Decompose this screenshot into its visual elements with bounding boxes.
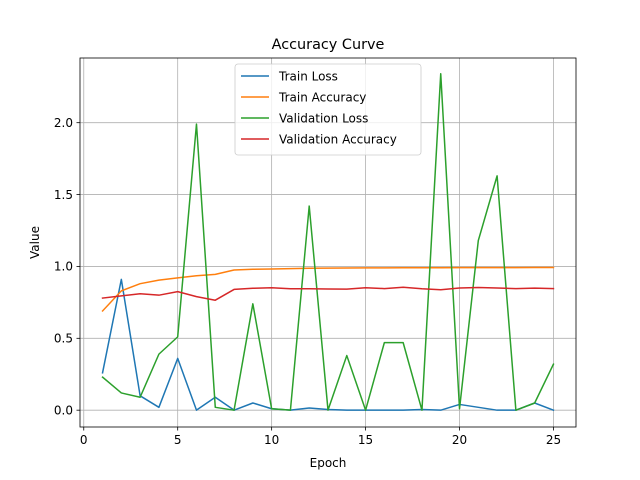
- y-tick-label: 0.0: [54, 403, 73, 417]
- y-tick-label: 1.0: [54, 260, 73, 274]
- series-line-train-accuracy: [101, 266, 555, 313]
- legend-label: Validation Accuracy: [279, 132, 397, 146]
- legend: Train Loss Train Accuracy Validation Loss V…: [234, 63, 422, 156]
- x-tick-label: 15: [358, 433, 373, 447]
- x-tick-label: 20: [452, 433, 467, 447]
- x-tick-label: 10: [264, 433, 279, 447]
- y-axis-label: Value: [28, 226, 42, 259]
- y-tick-label: 2.0: [54, 116, 73, 130]
- y-tick-label: 1.5: [54, 188, 73, 202]
- chart-title: Accuracy Curve: [272, 37, 385, 53]
- y-axis-ticks: 0.0 0.5 1.0 1.5 2.0: [54, 116, 80, 417]
- x-tick-label: 5: [174, 433, 182, 447]
- legend-box: [234, 63, 422, 156]
- series-line-validation-accuracy: [101, 286, 555, 301]
- x-tick-label: 25: [546, 433, 561, 447]
- series-group: [101, 73, 555, 412]
- legend-label: Train Accuracy: [278, 90, 366, 104]
- legend-label: Validation Loss: [279, 111, 368, 125]
- x-tick-label: 0: [80, 433, 88, 447]
- axes-frame: [79, 57, 577, 428]
- legend-label: Train Loss: [278, 69, 338, 83]
- x-axis-ticks: 0 5 10 15 20 25: [80, 427, 561, 447]
- y-tick-label: 0.5: [54, 332, 73, 346]
- series-line-validation-loss: [101, 73, 555, 411]
- x-axis-label: Epoch: [310, 456, 347, 470]
